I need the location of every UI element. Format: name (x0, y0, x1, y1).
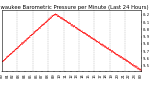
Title: Milwaukee Barometric Pressure per Minute (Last 24 Hours): Milwaukee Barometric Pressure per Minute… (0, 5, 149, 10)
